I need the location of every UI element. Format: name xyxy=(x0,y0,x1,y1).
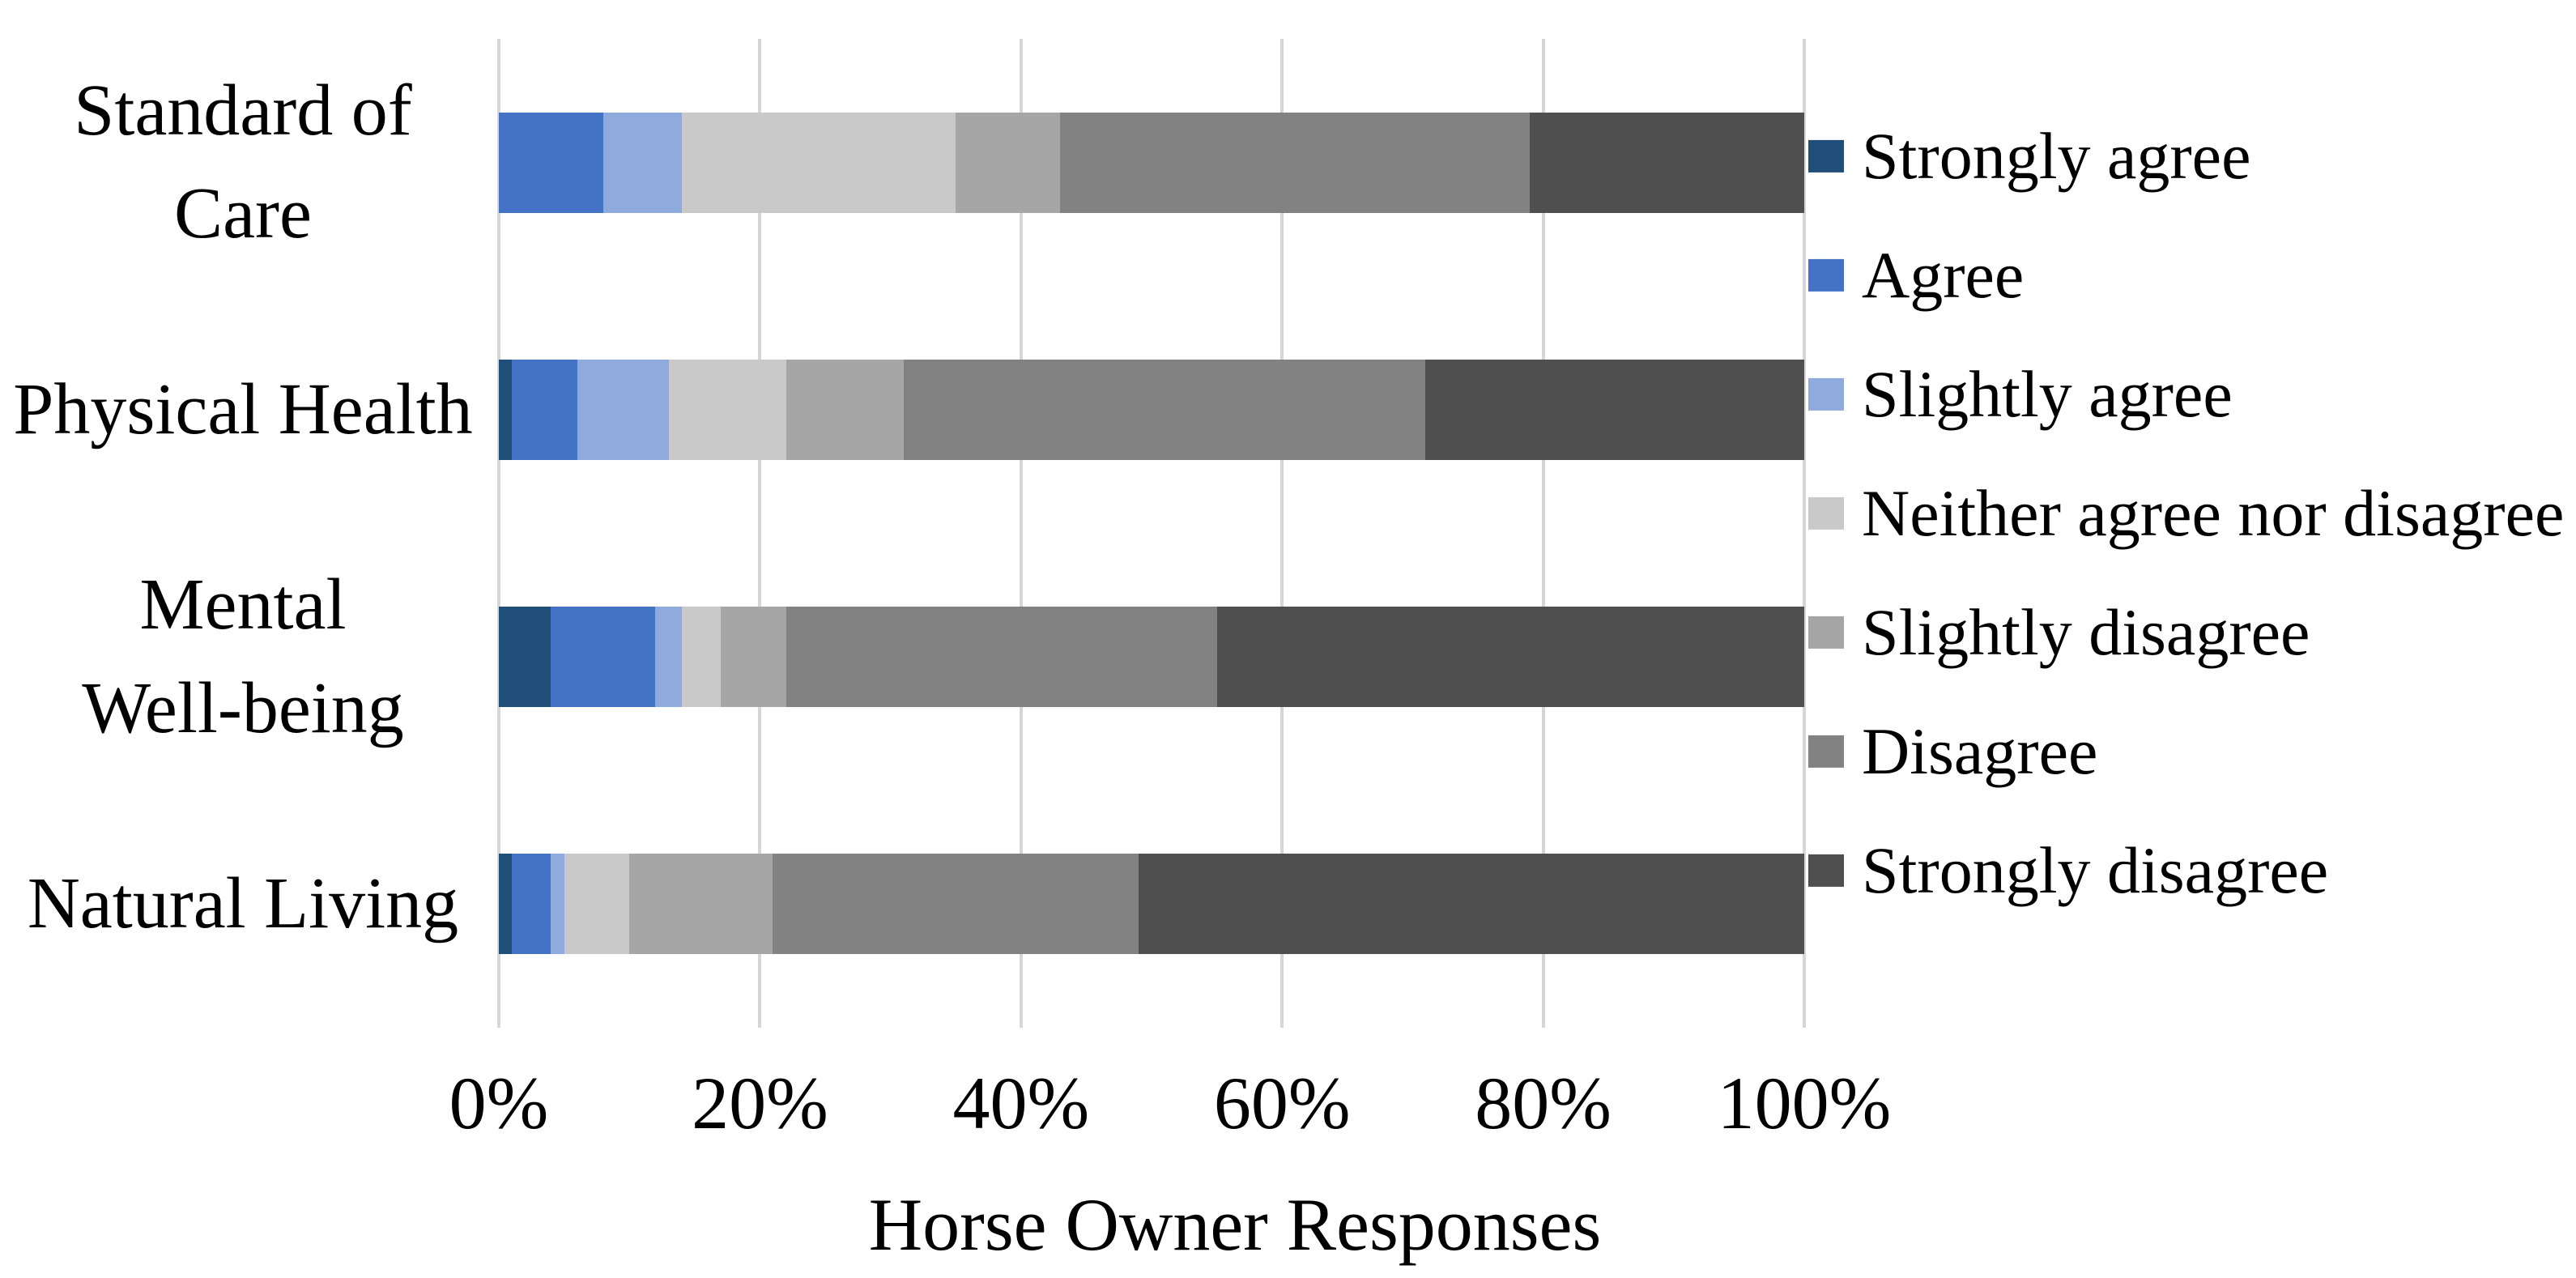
legend-item-strongly-agree: Strongly agree xyxy=(1808,118,2251,193)
category-label-standard-of-care: Standard of Care xyxy=(0,59,486,266)
x-tick-label-20: 20% xyxy=(692,1062,828,1144)
bar-segment-natural-living-disagree xyxy=(773,854,1139,955)
category-label-natural-living: Natural Living xyxy=(0,852,486,956)
x-tick-label-0: 0% xyxy=(449,1062,549,1144)
bar-segment-standard-of-care-disagree xyxy=(1060,112,1531,213)
category-label-line: Natural Living xyxy=(27,863,459,944)
bar-segment-physical-health-strongly-disagree xyxy=(1425,359,1804,460)
bar-standard-of-care xyxy=(499,112,1804,213)
bar-row-standard-of-care xyxy=(499,39,1804,286)
legend-item-slightly-agree: Slightly agree xyxy=(1808,356,2233,431)
gridline-100 xyxy=(1803,39,1806,1028)
legend-swatch-disagree xyxy=(1808,735,1844,768)
legend-swatch-strongly-agree xyxy=(1808,140,1844,173)
bar-segment-mental-well-being-disagree xyxy=(786,607,1217,708)
bar-row-natural-living xyxy=(499,781,1804,1028)
legend-swatch-slightly-agree xyxy=(1808,378,1844,411)
gridline-60 xyxy=(1280,39,1284,1028)
bar-segment-mental-well-being-strongly-agree xyxy=(499,607,551,708)
x-tick-label-40: 40% xyxy=(952,1062,1090,1144)
category-label-line: Well-being xyxy=(82,668,404,749)
x-tick-label-100: 100% xyxy=(1717,1062,1892,1144)
plot-area xyxy=(497,39,1806,1028)
category-label-line: Physical Health xyxy=(13,368,473,449)
bar-segment-physical-health-neither-agree-nor-disagree xyxy=(668,359,786,460)
legend-swatch-neither-agree-nor-disagree xyxy=(1808,497,1844,530)
gridlines xyxy=(497,39,1806,1028)
bar-segment-mental-well-being-slightly-agree xyxy=(655,607,682,708)
bar-row-physical-health xyxy=(499,286,1804,533)
bar-segment-natural-living-slightly-disagree xyxy=(629,854,773,955)
legend-label-agree: Agree xyxy=(1862,237,2025,312)
bar-physical-health xyxy=(499,359,1804,460)
legend-label-neither-agree-nor-disagree: Neither agree nor disagree xyxy=(1862,475,2565,550)
bar-segment-physical-health-agree xyxy=(512,359,577,460)
category-axis-labels: Standard of Care Physical Health Mental Well… xyxy=(0,39,486,1028)
gridline-40 xyxy=(1019,39,1023,1028)
bar-segment-mental-well-being-strongly-disagree xyxy=(1216,607,1804,708)
legend-item-disagree: Disagree xyxy=(1808,714,2098,788)
bar-segment-natural-living-slightly-agree xyxy=(551,854,564,955)
x-tick-label-80: 80% xyxy=(1475,1062,1612,1144)
legend-label-disagree: Disagree xyxy=(1862,714,2098,788)
bar-segment-mental-well-being-neither-agree-nor-disagree xyxy=(681,607,722,708)
gridline-80 xyxy=(1541,39,1545,1028)
bar-segment-mental-well-being-slightly-disagree xyxy=(721,607,786,708)
bar-segment-standard-of-care-agree xyxy=(499,112,603,213)
bar-segment-physical-health-strongly-agree xyxy=(499,359,513,460)
legend-swatch-slightly-disagree xyxy=(1808,616,1844,649)
category-label-mental-well-being: Mental Well-being xyxy=(0,553,486,760)
category-label-line: Care xyxy=(174,173,312,254)
legend-item-neither-agree-nor-disagree: Neither agree nor disagree xyxy=(1808,475,2565,550)
bar-segment-natural-living-agree xyxy=(512,854,551,955)
bar-segment-mental-well-being-agree xyxy=(551,607,656,708)
gridline-0 xyxy=(497,39,500,1028)
x-axis-title: Horse Owner Responses xyxy=(868,1183,1602,1266)
bar-row-mental-well-being xyxy=(499,534,1804,781)
bar-mental-well-being xyxy=(499,607,1804,708)
bar-segment-physical-health-disagree xyxy=(903,359,1426,460)
category-label-physical-health: Physical Health xyxy=(0,358,486,462)
legend-item-slightly-disagree: Slightly disagree xyxy=(1808,594,2310,669)
legend-swatch-agree xyxy=(1808,259,1844,292)
gridline-20 xyxy=(758,39,762,1028)
legend-swatch-strongly-disagree xyxy=(1808,854,1844,887)
bar-segment-standard-of-care-slightly-agree xyxy=(602,112,682,213)
legend-label-slightly-disagree: Slightly disagree xyxy=(1862,594,2310,669)
bar-segment-natural-living-neither-agree-nor-disagree xyxy=(564,854,630,955)
legend-item-strongly-disagree: Strongly disagree xyxy=(1808,833,2329,907)
bar-segment-standard-of-care-strongly-disagree xyxy=(1530,112,1804,213)
bar-segment-physical-health-slightly-disagree xyxy=(786,359,904,460)
legend-item-agree: Agree xyxy=(1808,237,2025,312)
bar-natural-living xyxy=(499,854,1804,955)
x-tick-label-60: 60% xyxy=(1213,1062,1351,1144)
legend-label-strongly-agree: Strongly agree xyxy=(1862,118,2251,193)
legend-label-slightly-agree: Slightly agree xyxy=(1862,356,2233,431)
bar-segment-natural-living-strongly-agree xyxy=(499,854,513,955)
category-label-line: Standard of xyxy=(74,70,412,151)
category-label-line: Mental xyxy=(139,564,347,645)
bar-rows xyxy=(499,39,1804,1028)
legend-label-strongly-disagree: Strongly disagree xyxy=(1862,833,2329,907)
bar-segment-natural-living-strongly-disagree xyxy=(1138,854,1804,955)
bar-segment-standard-of-care-neither-agree-nor-disagree xyxy=(681,112,956,213)
bar-segment-physical-health-slightly-agree xyxy=(577,359,669,460)
bar-segment-standard-of-care-slightly-disagree xyxy=(956,112,1061,213)
